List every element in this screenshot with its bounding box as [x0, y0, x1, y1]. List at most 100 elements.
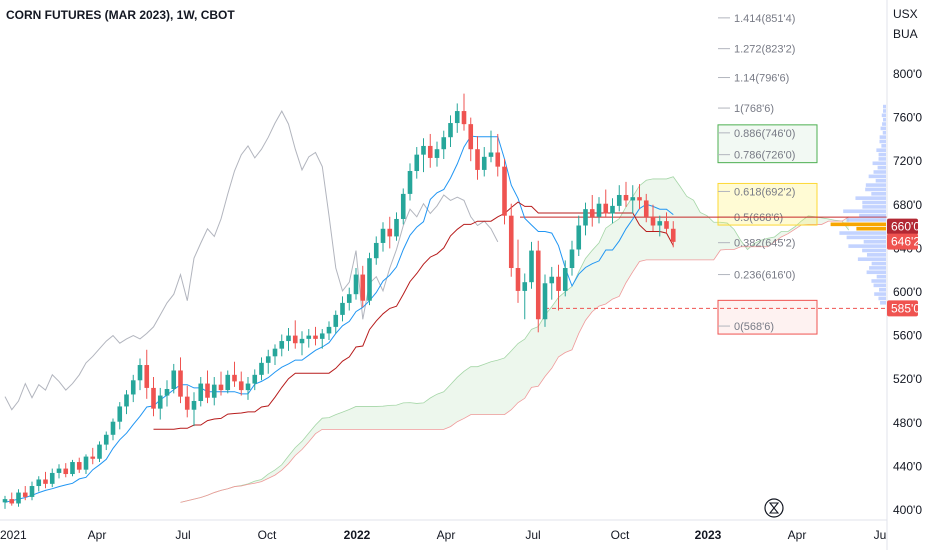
candle-body[interactable]	[63, 468, 69, 475]
candle-body[interactable]	[475, 149, 480, 170]
candle-body[interactable]	[515, 268, 521, 291]
candle-body[interactable]	[9, 499, 15, 504]
candle-body[interactable]	[319, 333, 325, 339]
candle-body[interactable]	[394, 218, 399, 237]
candle-body[interactable]	[583, 209, 588, 226]
candle-body[interactable]	[535, 250, 541, 320]
candle-body[interactable]	[427, 145, 433, 158]
candle-body[interactable]	[657, 221, 663, 226]
candle-body[interactable]	[596, 203, 602, 217]
candle-body[interactable]	[43, 479, 48, 484]
candle-body[interactable]	[502, 166, 507, 216]
candle-body[interactable]	[36, 479, 42, 487]
candle-body[interactable]	[643, 200, 649, 217]
candle-body[interactable]	[16, 492, 21, 504]
candle-body[interactable]	[664, 221, 669, 229]
candle-body[interactable]	[603, 203, 609, 214]
candle-body[interactable]	[238, 381, 244, 391]
candle-body[interactable]	[49, 472, 55, 484]
candle-body[interactable]	[434, 149, 440, 158]
candle-body[interactable]	[589, 209, 595, 217]
candle-body[interactable]	[117, 406, 123, 422]
candle-body[interactable]	[468, 124, 474, 150]
candle-body[interactable]	[164, 389, 170, 396]
candle-body[interactable]	[508, 215, 514, 269]
candle-body[interactable]	[151, 387, 156, 409]
replay-icon[interactable]	[764, 498, 784, 518]
candle-body[interactable]	[97, 444, 102, 459]
candle-body[interactable]	[333, 314, 339, 327]
candle-body[interactable]	[83, 456, 89, 470]
candle-body[interactable]	[481, 156, 487, 170]
candle-body[interactable]	[637, 197, 642, 201]
candle-body[interactable]	[292, 335, 298, 344]
candle-body[interactable]	[157, 395, 163, 409]
candle-body[interactable]	[245, 383, 251, 391]
candle-body[interactable]	[380, 228, 386, 243]
candle-body[interactable]	[414, 154, 420, 172]
candle-body[interactable]	[306, 335, 312, 339]
candle-body[interactable]	[272, 348, 278, 357]
candle-body[interactable]	[562, 268, 568, 291]
candle-body[interactable]	[556, 276, 561, 291]
candle-body[interactable]	[29, 486, 35, 497]
candle-body[interactable]	[225, 374, 231, 391]
candle-body[interactable]	[461, 111, 467, 125]
candle-body[interactable]	[670, 228, 676, 242]
candle-body[interactable]	[265, 356, 271, 363]
candle-body[interactable]	[198, 383, 204, 401]
candle-body[interactable]	[454, 111, 460, 124]
candle-body[interactable]	[103, 434, 109, 445]
candle-body[interactable]	[191, 401, 197, 410]
candle-body[interactable]	[218, 384, 224, 391]
candle-body[interactable]	[346, 294, 352, 303]
candle-body[interactable]	[522, 282, 528, 291]
candle-body[interactable]	[70, 462, 75, 475]
candle-body[interactable]	[360, 274, 366, 301]
candle-body[interactable]	[22, 492, 28, 497]
candle-body[interactable]	[299, 338, 305, 344]
candle-body[interactable]	[137, 365, 143, 381]
candle-body[interactable]	[367, 258, 372, 301]
candle-body[interactable]	[650, 216, 656, 226]
candle-body[interactable]	[373, 242, 379, 259]
candle-body[interactable]	[313, 335, 318, 339]
candle-body[interactable]	[623, 194, 629, 201]
candle-body[interactable]	[232, 374, 237, 382]
candle-body[interactable]	[178, 370, 183, 397]
candle-body[interactable]	[610, 205, 615, 214]
candle-body[interactable]	[110, 421, 116, 435]
price-axis[interactable]: 800'0760'0720'0680'0640'0600'0560'0520'0…	[893, 67, 922, 517]
candle-body[interactable]	[90, 456, 96, 459]
candlestick-series[interactable]	[2, 93, 676, 509]
candle-body[interactable]	[529, 250, 534, 283]
candle-body[interactable]	[387, 228, 393, 237]
candle-body[interactable]	[56, 468, 62, 473]
candle-body[interactable]	[407, 171, 413, 194]
candle-body[interactable]	[252, 374, 258, 384]
candle-body[interactable]	[205, 383, 210, 398]
candle-body[interactable]	[184, 396, 190, 410]
candle-body[interactable]	[542, 283, 548, 320]
candle-body[interactable]	[259, 362, 264, 375]
candle-body[interactable]	[495, 152, 501, 167]
candle-body[interactable]	[488, 152, 494, 157]
candle-body[interactable]	[340, 302, 345, 315]
candle-body[interactable]	[76, 462, 82, 470]
candle-body[interactable]	[630, 197, 636, 201]
candle-body[interactable]	[171, 370, 177, 390]
candle-body[interactable]	[144, 365, 150, 388]
candle-body[interactable]	[211, 384, 217, 398]
candle-body[interactable]	[326, 326, 332, 334]
candle-body[interactable]	[400, 193, 406, 219]
candle-body[interactable]	[286, 335, 291, 342]
candle-body[interactable]	[448, 123, 453, 138]
candle-body[interactable]	[441, 137, 447, 150]
candle-body[interactable]	[279, 341, 285, 349]
candle-body[interactable]	[549, 276, 555, 284]
candle-body[interactable]	[569, 249, 575, 269]
time-axis[interactable]: 2021 Apr Jul Oct 2022 Apr Jul Oct 2023 Apr Ju	[0, 528, 886, 542]
candle-body[interactable]	[2, 499, 8, 503]
candle-body[interactable]	[130, 380, 136, 395]
